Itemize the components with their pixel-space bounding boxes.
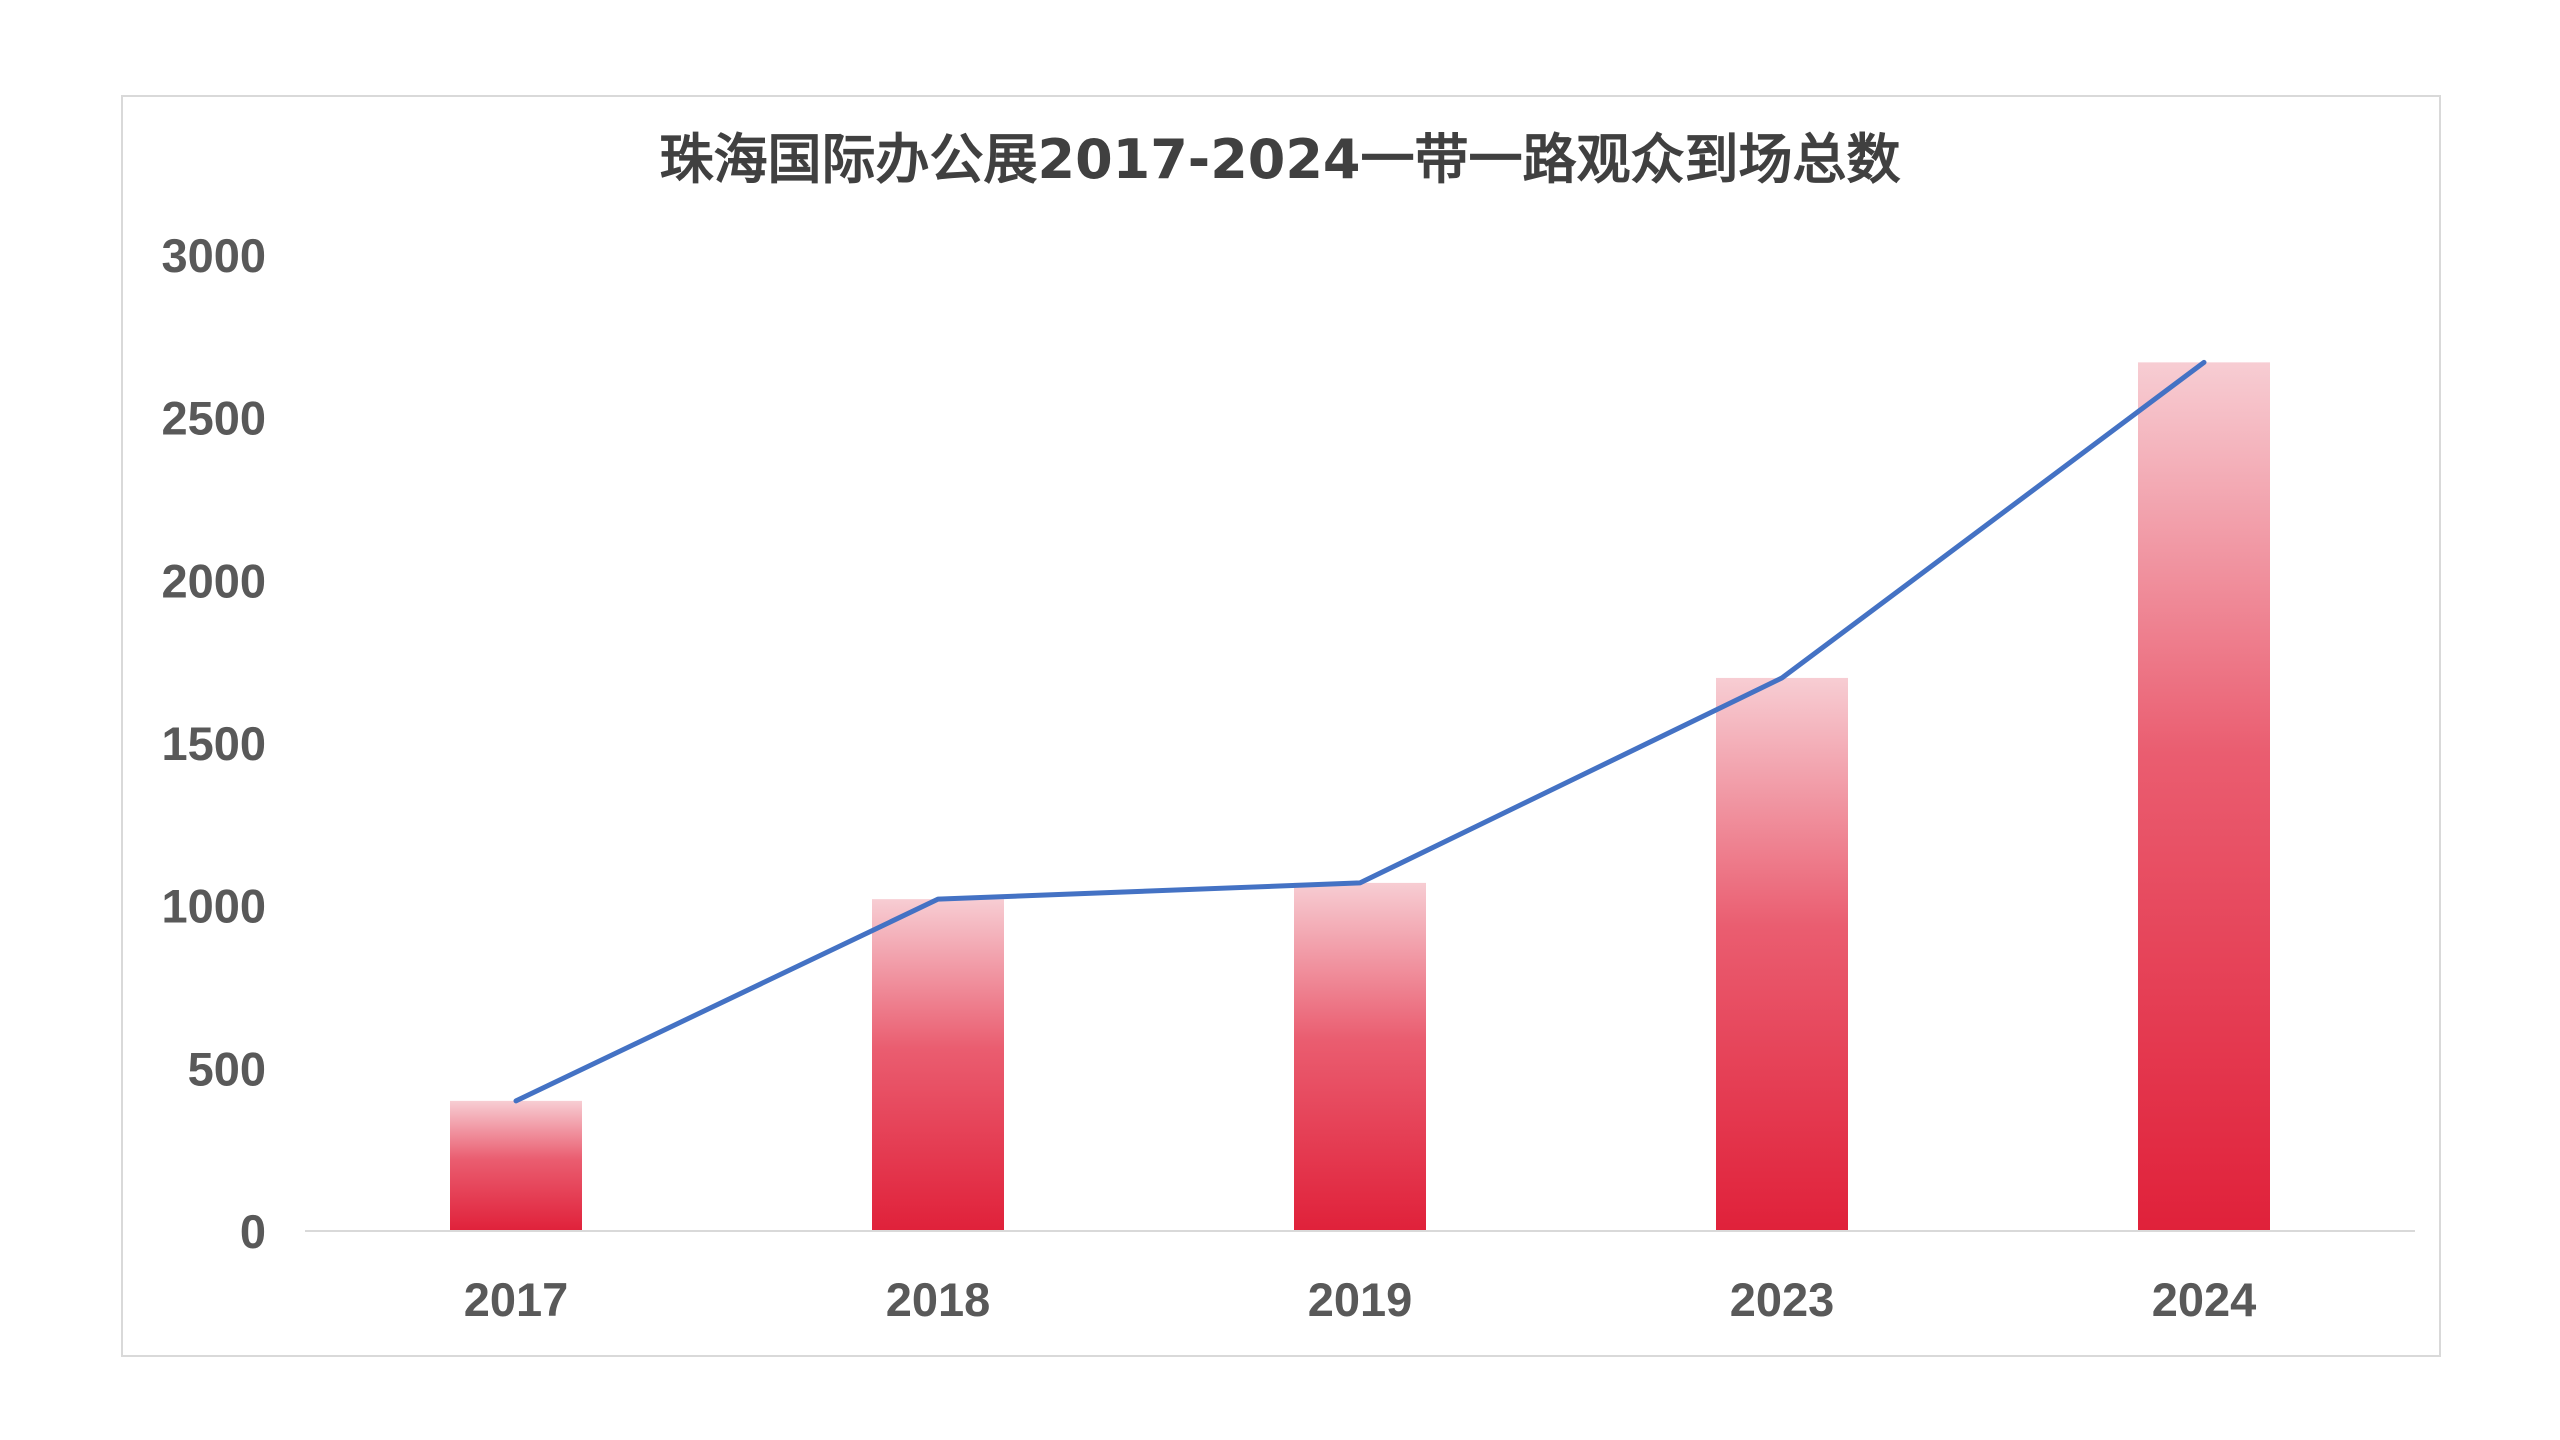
chart-title: 珠海国际办公展2017-2024一带一路观众到场总数: [660, 128, 1901, 191]
y-tick-label: 0: [240, 1205, 266, 1258]
y-tick-label: 1000: [161, 880, 266, 933]
x-tick-label: 2024: [2152, 1273, 2257, 1326]
x-tick-label: 2023: [1730, 1273, 1835, 1326]
bar: [2138, 362, 2270, 1231]
y-tick-label: 3000: [161, 229, 266, 282]
trend-line: [513, 359, 2207, 1104]
bar: [1294, 882, 1426, 1231]
y-tick-label: 2500: [161, 392, 266, 445]
bar: [1716, 677, 1848, 1231]
y-tick-label: 500: [188, 1042, 266, 1095]
y-tick-label: 1500: [161, 717, 266, 770]
bar: [872, 899, 1004, 1231]
x-tick-label: 2019: [1308, 1273, 1413, 1326]
x-tick-label: 2017: [464, 1273, 569, 1326]
bars: [450, 362, 2270, 1231]
bar: [450, 1100, 582, 1231]
trend-line-layer: [513, 359, 2207, 1104]
y-tick-label: 2000: [161, 554, 266, 607]
x-axis-ticks: 2017 2018 2019 2023 2024: [464, 1273, 2257, 1326]
y-axis-ticks: 0 500 1000 1500 2000 2500 3000: [161, 229, 266, 1258]
x-tick-label: 2018: [886, 1273, 991, 1326]
